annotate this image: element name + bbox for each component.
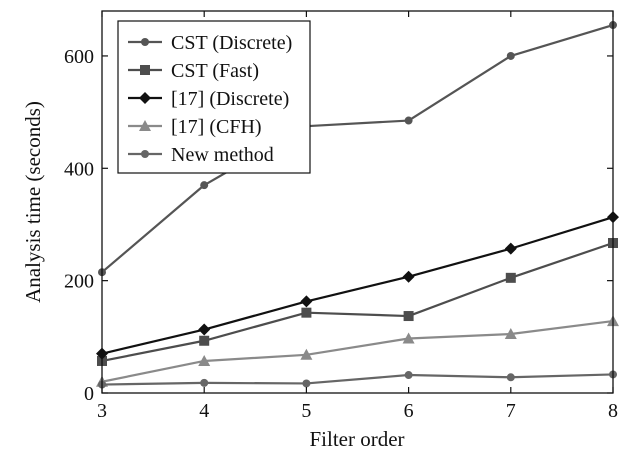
legend-item: [17] (Discrete) [128,88,289,110]
data-point [301,307,312,318]
y-tick-label: 200 [64,271,94,293]
data-point [300,348,313,360]
legend-marker [139,120,151,131]
x-tick-label: 5 [301,400,311,422]
legend-item: [17] (CFH) [128,116,262,138]
y-tick-label: 400 [64,158,94,180]
data-point [504,242,517,255]
data-point [198,323,211,336]
axes-layer: 3 4 5 6 7 8 0 200 400 600 [64,11,618,422]
legend-marker [141,150,149,158]
data-point [403,311,414,322]
data-point [200,378,209,387]
data-point [300,295,313,308]
legend-label: CST (Fast) [171,60,259,82]
series-line [101,216,614,355]
y-tick-label: 0 [84,383,94,405]
series-2 [96,211,619,360]
data-point [505,272,516,283]
series-line [101,241,614,363]
data-point [302,379,311,388]
y-axis-label: Analysis time (seconds) [21,101,45,303]
legend-item: CST (Fast) [128,60,259,82]
x-axis-label: Filter order [309,427,404,451]
plot-frame [101,10,614,394]
x-tick-label: 7 [506,400,516,422]
y-tick-label: 600 [64,46,94,68]
data-point [199,335,210,346]
legend-marker [141,38,149,46]
legend-label: New method [171,144,274,166]
data-point [402,270,415,283]
x-tick-label: 3 [97,400,107,422]
data-point [198,354,211,366]
x-tick-label: 4 [199,400,209,422]
series-line [101,320,614,383]
legend-label: [17] (Discrete) [171,88,289,110]
x-tick-label: 8 [608,400,618,422]
data-point [506,51,515,60]
series-line [101,373,614,386]
legend-label: CST (Discrete) [171,32,292,54]
legend-items: CST (Discrete) CST (Fast) [17] (Discrete) [… [128,32,292,166]
legend-item: CST (Discrete) [128,32,292,54]
legend-item: New method [128,144,274,166]
series-4 [98,370,617,389]
data-point [504,328,517,340]
data-point [404,116,413,125]
x-tick-label: 6 [404,400,414,422]
data-point [402,332,415,344]
data-point [404,371,413,380]
legend-marker [140,65,150,75]
series-line [101,23,614,274]
data-point [506,373,515,382]
data-point [200,181,209,190]
legend-label: [17] (CFH) [171,116,262,138]
legend-marker [139,92,151,104]
legend: CST (Discrete) CST (Fast) [17] (Discrete) [… [117,20,311,174]
